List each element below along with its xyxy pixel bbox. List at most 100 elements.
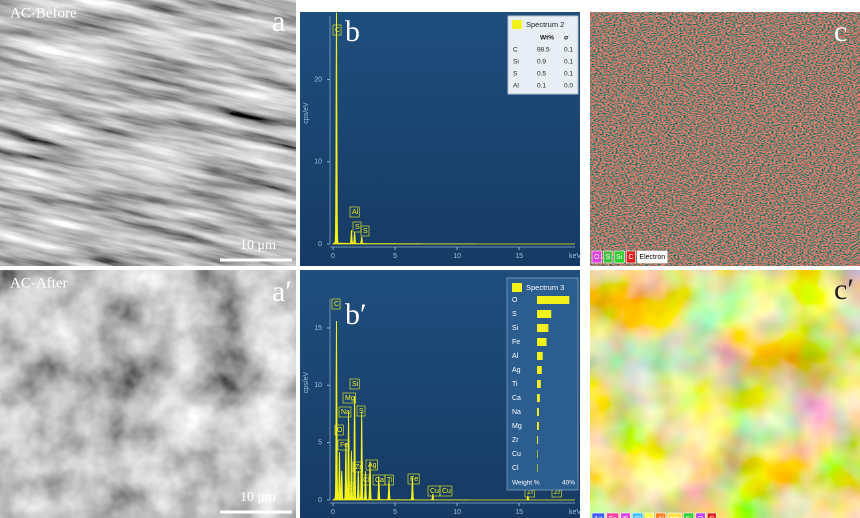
weight-bar <box>537 436 538 444</box>
y-tick-label: 20 <box>314 76 322 83</box>
x-tick-label: 5 <box>393 253 397 260</box>
legend-axis-label: Weight % <box>512 480 540 487</box>
peak-label: C <box>335 27 340 34</box>
panel-title: AC-After <box>10 275 67 291</box>
peak-label: Fe <box>410 476 418 483</box>
peak-label: S <box>363 228 368 235</box>
element-label: Fe <box>512 339 520 346</box>
weight-bar <box>537 296 569 304</box>
weight-bar <box>537 464 538 472</box>
x-tick-label: 10 <box>453 509 461 516</box>
map-c <box>590 12 860 266</box>
panel-letter: a′ <box>272 275 292 308</box>
peak-label: Na <box>341 409 350 416</box>
peak-label: S <box>359 408 364 415</box>
peak-label: Mg <box>345 395 355 402</box>
y-axis-label: cps/eV <box>303 102 310 124</box>
table-cell: 0.0 <box>564 83 573 90</box>
weight-bar <box>537 324 548 332</box>
weight-bar <box>537 408 539 416</box>
y-axis-label: cps/eV <box>303 371 310 393</box>
peak-label: Cu <box>442 488 451 495</box>
weight-bar <box>537 394 540 402</box>
table-cell: 0.1 <box>564 47 573 54</box>
x-tick-label: 0 <box>331 253 335 260</box>
scale-bar-label: 10 μm <box>240 238 276 253</box>
x-axis-label: keV <box>569 253 581 260</box>
legend-title: Spectrum 2 <box>526 20 564 29</box>
sem-image-a-prime <box>0 270 296 518</box>
table-cell: 0.1 <box>564 59 573 66</box>
table-cell: 0.9 <box>537 59 546 66</box>
element-label: O <box>512 297 518 304</box>
peak-label: Zr <box>355 464 362 471</box>
peak-label: Al <box>348 485 355 492</box>
map-legend-label: Si <box>616 254 623 261</box>
weight-bar <box>537 310 551 318</box>
map-c-prime <box>590 270 860 518</box>
element-label: Zr <box>512 437 519 444</box>
panel-letter: b′ <box>345 298 367 331</box>
y-tick-label: 0 <box>318 497 322 504</box>
table-cell: C <box>513 47 518 54</box>
element-label: Al <box>512 353 519 360</box>
element-label: Na <box>512 409 521 416</box>
peak-label: Ag <box>368 462 377 469</box>
panel-letter: c′ <box>834 273 854 306</box>
table-cell: Si <box>513 59 519 66</box>
figure: AC-Before a 10 μm AC-After a′ 10 μm b 0 10 20 0 5 10… <box>0 0 860 518</box>
element-label: Cl <box>512 465 519 472</box>
legend-title: Spectrum 3 <box>526 283 564 292</box>
x-tick-label: 0 <box>331 509 335 516</box>
weight-bar <box>537 422 539 430</box>
weight-bar <box>537 380 541 388</box>
table-cell: Al <box>513 83 519 90</box>
legend-swatch <box>512 283 522 292</box>
table-cell: 98.5 <box>537 47 550 54</box>
peak-label: O <box>337 427 343 434</box>
scale-bar-label: 10 μm <box>240 490 276 505</box>
map-legend-label: Electron <box>639 254 665 261</box>
element-label: Cu <box>512 451 521 458</box>
x-tick-label: 15 <box>515 509 523 516</box>
panel-letter: b <box>345 15 360 48</box>
peak-label: Cl <box>363 477 370 484</box>
legend-axis-end: 40% <box>562 480 575 487</box>
y-tick-label: 10 <box>314 382 322 389</box>
y-tick-label: 10 <box>314 159 322 166</box>
peak-label: Ti <box>387 477 393 484</box>
peak-label: Ca <box>375 477 384 484</box>
element-label: Ag <box>512 367 521 374</box>
table-header: Wt% <box>540 35 554 42</box>
element-label: Mg <box>512 423 522 430</box>
panel-letter: a <box>272 5 285 38</box>
x-tick-label: 5 <box>393 509 397 516</box>
peak-label: Fe <box>340 442 348 449</box>
peak-label: Al <box>352 209 359 216</box>
table-cell: 0.5 <box>537 71 546 78</box>
element-label: S <box>512 311 517 318</box>
peak-label: Si <box>352 381 359 388</box>
panel-title: AC-Before <box>10 5 77 21</box>
y-tick-label: 15 <box>314 325 322 332</box>
x-axis-label: keV <box>569 509 581 516</box>
element-label: Ti <box>512 381 518 388</box>
table-header: σ <box>564 35 569 42</box>
element-label: Ca <box>512 395 521 402</box>
legend-swatch <box>512 20 522 29</box>
weight-bar <box>537 338 547 346</box>
x-tick-label: 15 <box>515 253 523 260</box>
peak-label: Cu <box>430 488 439 495</box>
y-tick-label: 0 <box>318 241 322 248</box>
table-cell: S <box>513 71 518 78</box>
peak-label: S <box>355 224 360 231</box>
peak-label: C <box>334 301 339 308</box>
map-legend-label: C <box>628 254 633 261</box>
weight-bar <box>537 352 543 360</box>
panel-letter: c <box>834 15 847 48</box>
map-legend-label: S <box>605 254 610 261</box>
legend-box <box>507 278 578 490</box>
table-cell: 0.1 <box>537 83 546 90</box>
y-tick-label: 5 <box>318 439 322 446</box>
element-label: Si <box>512 325 519 332</box>
